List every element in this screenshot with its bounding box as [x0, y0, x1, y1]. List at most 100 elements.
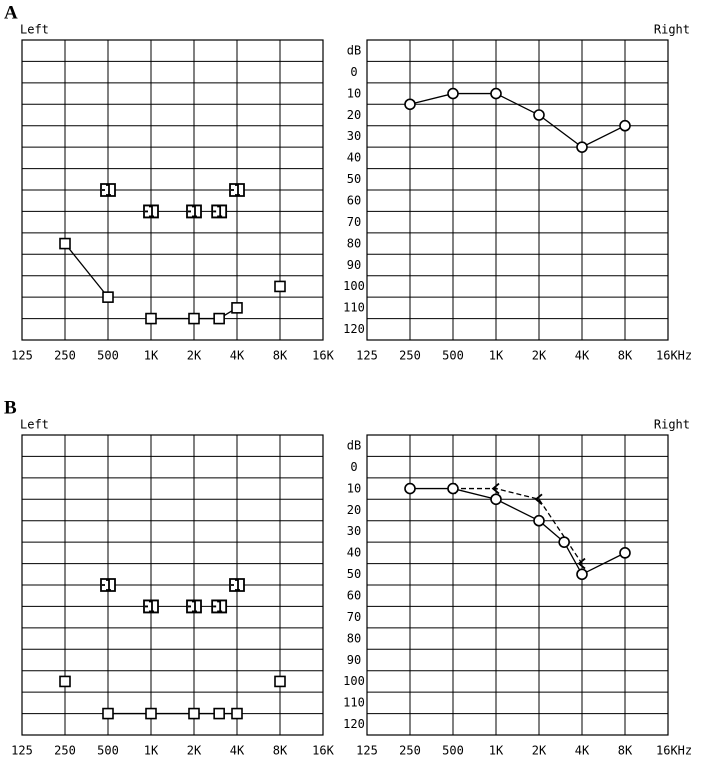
x-tick-label: 500	[97, 744, 119, 758]
marker-bracket	[100, 183, 116, 197]
marker-circle	[447, 482, 459, 495]
x-tick-label: 250	[54, 349, 76, 363]
y-tick-label: dB	[347, 439, 361, 453]
marker-circle	[490, 87, 502, 100]
y-tick-label: 90	[347, 653, 361, 667]
x-tick-label: 2K	[187, 349, 202, 363]
x-tick-label: 2K	[187, 744, 202, 758]
x-tick-label: 16K	[312, 349, 334, 363]
marker-circle	[619, 119, 631, 132]
y-tick-label: 80	[347, 236, 361, 250]
x-tick-label: 8K	[273, 744, 288, 758]
x-tick-label: 4K	[575, 349, 590, 363]
panel-label: B	[4, 397, 17, 418]
series-line	[64, 243, 109, 298]
series-line	[151, 307, 238, 320]
y-tick-label: 120	[343, 717, 365, 731]
marker-square	[213, 312, 225, 325]
x-tick-label: 8K	[273, 349, 288, 363]
y-tick-label: 30	[347, 524, 361, 538]
marker-circle	[404, 98, 416, 111]
marker-bracket	[186, 599, 202, 614]
y-tick-label: 10	[347, 481, 361, 495]
y-tick-label: 110	[343, 301, 365, 315]
x-tick-label: 1K	[144, 744, 159, 758]
marker-circle	[558, 536, 570, 548]
y-tick-label: 60	[347, 589, 361, 603]
y-tick-label: 70	[347, 610, 361, 624]
x-tick-label: 1K	[489, 349, 504, 363]
marker-bracket	[211, 204, 228, 219]
series-line	[409, 92, 626, 148]
marker-bracket	[143, 204, 159, 219]
marker-square	[188, 312, 200, 325]
y-tick-label: 100	[343, 279, 365, 293]
marker-circle	[533, 109, 545, 121]
marker-bracket	[186, 204, 202, 219]
y-tick-label: 70	[347, 215, 361, 229]
y-tick-label: dB	[347, 44, 361, 58]
x-tick-label: 16KHz	[656, 349, 692, 363]
y-tick-label: 0	[350, 65, 357, 79]
marker-angle	[577, 557, 586, 570]
chart-title: Right	[654, 23, 690, 37]
marker-circle	[619, 547, 631, 559]
y-tick-label: 80	[347, 631, 361, 645]
chart-title: Left	[20, 418, 49, 432]
marker-square	[213, 707, 225, 720]
x-tick-label: 125	[356, 349, 378, 363]
marker-circle	[533, 514, 545, 527]
x-tick-label: 125	[11, 349, 33, 363]
marker-bracket	[229, 183, 245, 197]
marker-square	[145, 707, 157, 720]
marker-bracket	[229, 578, 245, 592]
y-tick-label: 40	[347, 151, 361, 165]
marker-square	[188, 707, 200, 720]
y-tick-label: 20	[347, 108, 361, 122]
marker-circle	[576, 141, 588, 153]
x-tick-label: 2K	[532, 744, 547, 758]
marker-circle	[404, 482, 416, 495]
series-line	[453, 487, 583, 564]
x-tick-label: 8K	[618, 744, 633, 758]
x-tick-label: 1K	[144, 349, 159, 363]
marker-circle	[490, 493, 502, 506]
panel-label: A	[4, 2, 18, 23]
marker-bracket	[211, 599, 228, 614]
y-tick-label: 50	[347, 172, 361, 186]
y-tick-label: 50	[347, 567, 361, 581]
marker-square	[102, 707, 114, 720]
x-tick-label: 16KHz	[656, 744, 692, 758]
chart-title: Right	[654, 418, 690, 432]
x-tick-label: 16K	[312, 744, 334, 758]
marker-circle	[447, 87, 459, 100]
x-tick-label: 125	[11, 744, 33, 758]
x-tick-label: 1K	[489, 744, 504, 758]
marker-angle	[534, 493, 543, 505]
marker-square	[59, 237, 71, 250]
marker-circle	[576, 568, 588, 581]
marker-square	[231, 707, 243, 720]
x-tick-label: 250	[399, 349, 421, 363]
y-tick-label: 110	[343, 696, 365, 710]
x-tick-label: 2K	[532, 349, 547, 363]
marker-square	[274, 280, 286, 293]
series-line	[410, 487, 626, 576]
y-tick-label: 20	[347, 503, 361, 517]
x-tick-label: 250	[399, 744, 421, 758]
x-tick-label: 4K	[230, 744, 245, 758]
x-tick-label: 4K	[230, 349, 245, 363]
x-tick-label: 250	[54, 744, 76, 758]
marker-bracket	[143, 599, 159, 614]
x-tick-label: 8K	[618, 349, 633, 363]
x-tick-label: 500	[442, 349, 464, 363]
marker-square	[274, 675, 286, 688]
marker-square	[102, 291, 114, 303]
y-tick-label: 0	[350, 460, 357, 474]
y-tick-label: 90	[347, 258, 361, 272]
marker-square	[145, 312, 157, 325]
x-tick-label: 500	[97, 349, 119, 363]
y-tick-label: 120	[343, 322, 365, 336]
